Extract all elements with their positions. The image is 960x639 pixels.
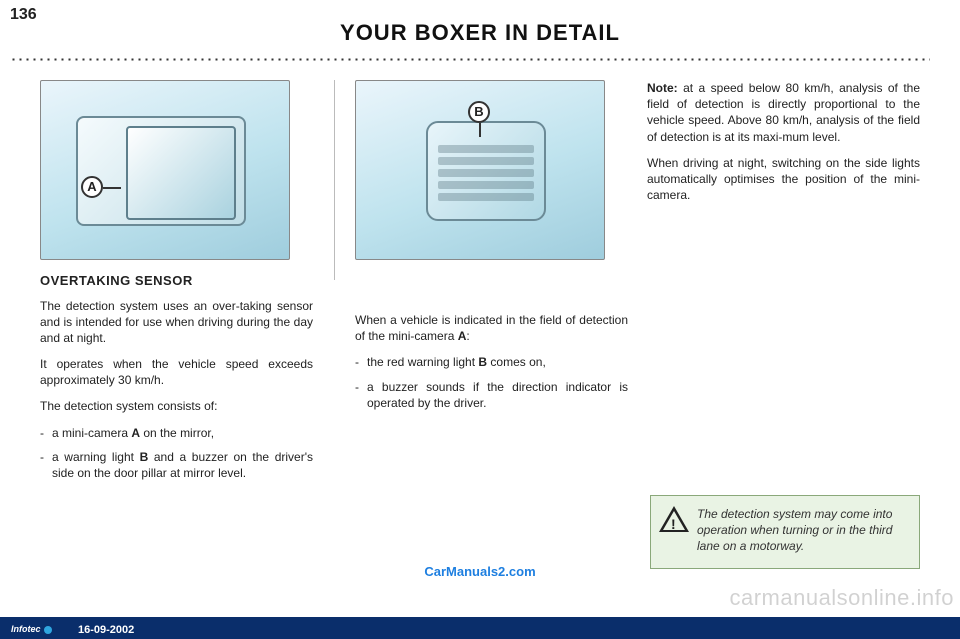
colA-li2-pre: a warning light — [52, 450, 140, 464]
footer-logo-text: Infotec — [11, 624, 41, 634]
footer-date: 16-09-2002 — [78, 624, 134, 636]
colA-p1: The detection system uses an over-taking… — [40, 298, 313, 347]
colC-note: Note: at a speed below 80 km/h, analysis… — [647, 80, 920, 145]
colB-p1-post: : — [466, 329, 469, 343]
colB-li1-pre: the red warning light — [367, 355, 478, 369]
column-right: Note: at a speed below 80 km/h, analysis… — [647, 80, 920, 579]
label-a-leader — [103, 187, 121, 189]
footer-bar — [0, 617, 960, 639]
colB-li1-b: B — [478, 355, 487, 369]
colB-li2: a buzzer sounds if the direction indicat… — [355, 379, 628, 411]
label-a-badge: A — [81, 176, 103, 198]
colA-list: a mini-camera A on the mirror, a warning… — [40, 425, 313, 482]
colB-li1: the red warning light B comes on, — [355, 354, 628, 370]
colB-list: the red warning light B comes on, a buzz… — [355, 354, 628, 411]
mirror-glass — [126, 126, 236, 220]
colA-li1-post: on the mirror, — [140, 426, 214, 440]
vent-outline — [426, 121, 546, 221]
figure-b-vent: B — [355, 80, 605, 260]
column-separator-1 — [334, 80, 335, 280]
colA-p2: It operates when the vehicle speed excee… — [40, 356, 313, 388]
page-title: YOUR BOXER IN DETAIL — [0, 20, 960, 46]
watermark-carmanualsonline: carmanualsonline.info — [729, 585, 954, 611]
colC-note-text: at a speed below 80 km/h, analysis of th… — [647, 81, 920, 144]
label-b-badge: B — [468, 101, 490, 123]
colB-li1-post: comes on, — [487, 355, 546, 369]
vent-slats — [438, 141, 534, 201]
figure-a-mirror: A — [40, 80, 290, 260]
colA-li1: a mini-camera A on the mirror, — [40, 425, 313, 441]
colA-li1-b: A — [131, 426, 140, 440]
warning-text: The detection system may come into opera… — [697, 507, 892, 553]
mirror-outline — [76, 116, 246, 226]
warning-box: ! The detection system may come into ope… — [650, 495, 920, 569]
footer-logo-dot-icon — [44, 626, 52, 634]
colB-p1-pre: When a vehicle is indicated in the field… — [355, 313, 628, 343]
header-divider-dots — [10, 56, 930, 64]
column-middle: B When a vehicle is indicated in the fie… — [355, 80, 629, 579]
colA-li1-pre: a mini-camera — [52, 426, 131, 440]
section-heading-overtaking: OVERTAKING SENSOR — [40, 272, 313, 290]
source-link-carmanuals2[interactable]: CarManuals2.com — [424, 564, 535, 579]
content-area: A OVERTAKING SENSOR The detection system… — [40, 80, 920, 579]
colA-li2-b: B — [140, 450, 149, 464]
colB-p1: When a vehicle is indicated in the field… — [355, 312, 628, 344]
colC-note-label: Note: — [647, 81, 678, 95]
label-b-leader — [479, 123, 481, 137]
colC-p2: When driving at night, switching on the … — [647, 155, 920, 204]
colA-p3: The detection system consists of: — [40, 398, 313, 414]
warning-triangle-icon: ! — [659, 506, 689, 532]
colA-li2: a warning light B and a buzzer on the dr… — [40, 449, 313, 481]
footer-logo-infotec: Infotec — [8, 621, 70, 637]
column-left: A OVERTAKING SENSOR The detection system… — [40, 80, 314, 579]
